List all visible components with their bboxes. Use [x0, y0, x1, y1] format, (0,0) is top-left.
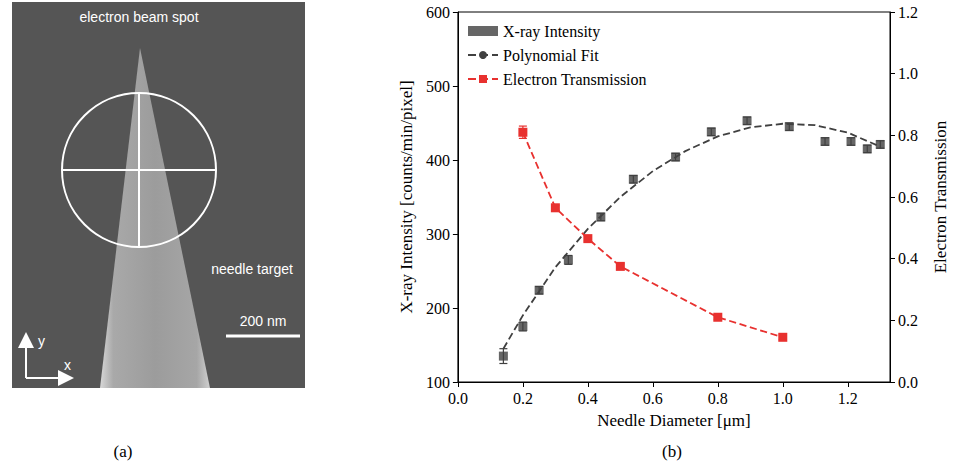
- svg-text:0.8: 0.8: [898, 127, 918, 144]
- html-text:(b): (b): [662, 442, 682, 461]
- svg-text:1.2: 1.2: [898, 4, 918, 21]
- svg-text:300: 300: [426, 226, 450, 243]
- svg-text:needle target: needle target: [211, 261, 293, 277]
- svg-text:600: 600: [426, 4, 450, 21]
- svg-text:0.6: 0.6: [898, 189, 918, 206]
- svg-text:1.0: 1.0: [898, 65, 918, 82]
- svg-text:y: y: [38, 333, 45, 349]
- svg-text:1.2: 1.2: [838, 390, 858, 407]
- svg-text:0.2: 0.2: [898, 312, 918, 329]
- svg-text:Polynomial Fit: Polynomial Fit: [503, 47, 599, 65]
- svg-text:1.0: 1.0: [773, 390, 793, 407]
- svg-text:0.6: 0.6: [643, 390, 663, 407]
- svg-text:500: 500: [426, 78, 450, 95]
- svg-text:200: 200: [426, 300, 450, 317]
- svg-text:x: x: [64, 357, 71, 373]
- svg-text:0.4: 0.4: [578, 390, 598, 407]
- svg-text:X-ray Intensity [counts/min/pi: X-ray Intensity [counts/min/pixel]: [397, 80, 416, 313]
- svg-text:Electron Transmission: Electron Transmission: [503, 71, 647, 88]
- html-text:(a): (a): [113, 442, 133, 461]
- svg-text:X-ray Intensity: X-ray Intensity: [503, 23, 600, 41]
- svg-text:200 nm: 200 nm: [240, 313, 287, 329]
- svg-text:0.0: 0.0: [898, 374, 918, 391]
- svg-text:Electron Transmission: Electron Transmission: [931, 120, 950, 273]
- svg-text:0.4: 0.4: [898, 250, 918, 267]
- svg-text:0.8: 0.8: [708, 390, 728, 407]
- svg-text:Needle Diameter [μm]: Needle Diameter [μm]: [597, 411, 751, 430]
- svg-text:electron beam spot: electron beam spot: [79, 9, 198, 25]
- svg-text:0.2: 0.2: [513, 390, 533, 407]
- svg-text:0.0: 0.0: [448, 390, 468, 407]
- svg-text:400: 400: [426, 152, 450, 169]
- svg-text:100: 100: [426, 374, 450, 391]
